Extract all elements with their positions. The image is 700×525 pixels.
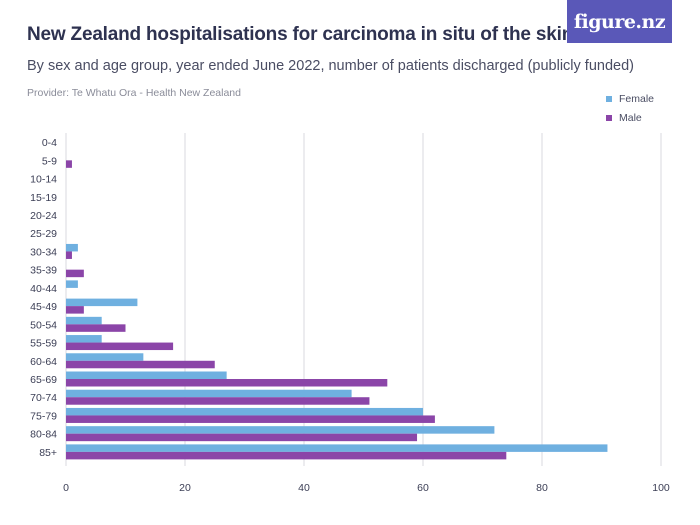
bar-male-45-49 xyxy=(66,306,84,314)
data-provider: Provider: Te Whatu Ora - Health New Zeal… xyxy=(27,87,241,99)
legend-label-male: Male xyxy=(619,111,642,124)
x-tick-label: 100 xyxy=(652,482,670,494)
bar-female-50-54 xyxy=(66,316,102,325)
y-tick-label: 85+ xyxy=(39,447,57,459)
bar-male-5-9 xyxy=(66,160,72,168)
y-tick-label: 35-39 xyxy=(30,265,57,277)
y-tick-label: 65-69 xyxy=(30,374,57,386)
bar-female-70-74 xyxy=(66,389,352,398)
legend-item-female: Female xyxy=(606,89,654,108)
bar-female-75-79 xyxy=(66,407,423,416)
bar-female-55-59 xyxy=(66,335,102,343)
legend-swatch-female xyxy=(606,95,612,102)
x-tick-label: 40 xyxy=(298,482,310,494)
legend-label-female: Female xyxy=(619,92,655,105)
legend-swatch-male xyxy=(606,114,612,121)
y-tick-label: 5-9 xyxy=(42,155,57,167)
y-tick-label: 15-19 xyxy=(30,192,57,204)
bar-male-80-84 xyxy=(66,433,418,442)
y-tick-label: 60-64 xyxy=(30,356,57,368)
bar-male-70-74 xyxy=(66,397,370,405)
bar-male-65-69 xyxy=(66,379,388,387)
chart-title: New Zealand hospitalisations for carcino… xyxy=(27,24,574,45)
y-tick-label: 25-29 xyxy=(30,228,57,240)
bar-male-55-59 xyxy=(66,342,174,351)
y-tick-label: 20-24 xyxy=(30,210,57,222)
x-tick-label: 0 xyxy=(63,482,69,494)
x-tick-label: 20 xyxy=(179,482,191,494)
x-tick-label: 80 xyxy=(536,482,548,494)
legend-item-male: Male xyxy=(606,108,654,127)
bar-male-30-34 xyxy=(66,251,72,259)
bar-female-40-44 xyxy=(66,280,78,288)
y-tick-label: 30-34 xyxy=(30,246,57,258)
bar-female-60-64 xyxy=(66,353,144,361)
y-tick-label: 55-59 xyxy=(30,338,57,350)
y-tick-label: 10-14 xyxy=(30,174,57,186)
y-tick-label: 75-79 xyxy=(30,410,57,422)
bar-male-85+ xyxy=(66,451,507,460)
y-tick-label: 0-4 xyxy=(42,137,57,149)
bar-male-75-79 xyxy=(66,415,435,423)
y-tick-label: 50-54 xyxy=(30,319,57,331)
chart-subtitle: By sex and age group, year ended June 20… xyxy=(27,58,634,74)
chart-legend: Female Male xyxy=(606,89,654,127)
y-tick-label: 45-49 xyxy=(30,301,57,313)
bar-male-50-54 xyxy=(66,324,126,332)
bar-female-30-34 xyxy=(66,243,78,252)
y-tick-label: 40-44 xyxy=(30,283,57,295)
x-tick-label: 60 xyxy=(417,482,429,494)
y-tick-label: 80-84 xyxy=(30,429,57,441)
bar-male-35-39 xyxy=(66,269,84,278)
bar-female-65-69 xyxy=(66,371,227,379)
bar-female-80-84 xyxy=(66,426,495,434)
bar-male-60-64 xyxy=(66,360,215,369)
bar-female-85+ xyxy=(66,444,608,452)
y-tick-label: 70-74 xyxy=(30,392,57,404)
figure-nz-logo[interactable]: figure.nz xyxy=(567,0,672,43)
bar-female-45-49 xyxy=(66,298,138,307)
